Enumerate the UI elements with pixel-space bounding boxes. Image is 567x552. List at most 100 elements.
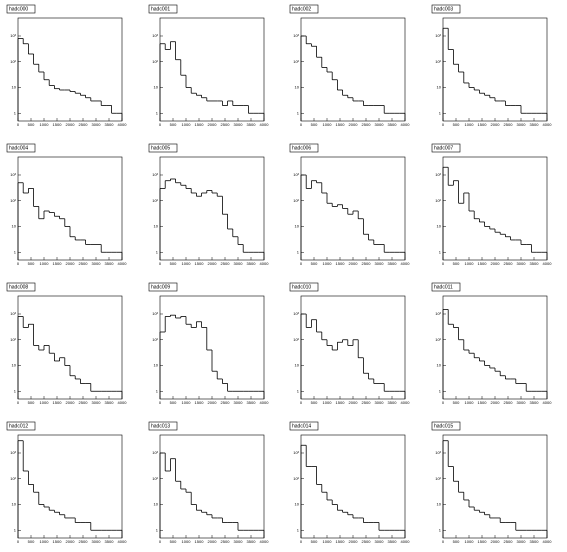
title-box bbox=[148, 421, 178, 431]
panel-title: hadc006 bbox=[292, 145, 311, 151]
y-tick-label: 10 bbox=[154, 224, 159, 229]
y-tick-label: 10 bbox=[295, 502, 300, 507]
y-tick-label: 10 bbox=[12, 85, 17, 90]
x-tick-label: 1500 bbox=[478, 400, 488, 405]
x-tick-label: 1500 bbox=[53, 400, 63, 405]
x-tick-label: 4000 bbox=[118, 539, 128, 544]
x-tick-label: 4000 bbox=[260, 261, 270, 266]
title-box bbox=[148, 282, 178, 292]
x-tick-label: 2500 bbox=[504, 539, 514, 544]
x-tick-label: 4000 bbox=[401, 539, 411, 544]
panel-title: hadc011 bbox=[434, 284, 453, 290]
y-tick-label: 1 bbox=[156, 249, 159, 254]
x-tick-label: 4000 bbox=[260, 539, 270, 544]
x-tick-label: 3500 bbox=[105, 400, 115, 405]
y-tick-label: 1 bbox=[14, 388, 17, 393]
x-tick-label: 3000 bbox=[517, 261, 527, 266]
x-tick-label: 3000 bbox=[375, 122, 385, 127]
x-tick-label: 1500 bbox=[53, 122, 63, 127]
x-tick-label: 500 bbox=[28, 122, 35, 127]
y-tick-label: 1 bbox=[14, 110, 17, 115]
plot-frame bbox=[442, 295, 548, 400]
x-tick-label: 2000 bbox=[349, 400, 359, 405]
x-tick-label: 2000 bbox=[491, 122, 501, 127]
x-tick-label: 0 bbox=[17, 400, 20, 405]
x-tick-label: 1000 bbox=[182, 400, 192, 405]
x-tick-label: 2000 bbox=[349, 122, 359, 127]
x-tick-label: 0 bbox=[300, 122, 303, 127]
y-tick-label: 1 bbox=[156, 110, 159, 115]
x-tick-label: 2000 bbox=[491, 539, 501, 544]
x-tick-label: 3000 bbox=[234, 122, 244, 127]
x-tick-label: 1500 bbox=[195, 539, 205, 544]
x-tick-label: 500 bbox=[170, 122, 177, 127]
x-tick-label: 1500 bbox=[53, 261, 63, 266]
x-tick-label: 0 bbox=[442, 539, 445, 544]
x-tick-label: 3000 bbox=[375, 400, 385, 405]
x-tick-label: 1500 bbox=[478, 261, 488, 266]
y-tick-label: 10³ bbox=[152, 311, 158, 316]
y-tick-label: 10² bbox=[10, 59, 16, 64]
y-tick-label: 10² bbox=[152, 337, 158, 342]
x-tick-label: 3500 bbox=[105, 261, 115, 266]
x-tick-label: 0 bbox=[442, 261, 445, 266]
y-tick-label: 10² bbox=[293, 198, 299, 203]
x-tick-label: 0 bbox=[159, 122, 162, 127]
y-tick-label: 10 bbox=[295, 363, 300, 368]
x-tick-label: 3000 bbox=[375, 261, 385, 266]
y-tick-label: 10³ bbox=[293, 311, 299, 316]
y-tick-label: 10² bbox=[152, 476, 158, 481]
y-tick-label: 1 bbox=[156, 527, 159, 532]
x-tick-label: 4000 bbox=[401, 122, 411, 127]
y-tick-label: 10³ bbox=[435, 311, 441, 316]
x-tick-label: 2000 bbox=[349, 539, 359, 544]
x-tick-label: 0 bbox=[300, 539, 303, 544]
x-tick-label: 1000 bbox=[465, 261, 475, 266]
x-tick-label: 0 bbox=[17, 261, 20, 266]
x-tick-label: 2500 bbox=[504, 400, 514, 405]
y-tick-label: 10³ bbox=[152, 33, 158, 38]
x-tick-label: 3000 bbox=[92, 122, 102, 127]
y-tick-label: 10 bbox=[12, 363, 17, 368]
y-tick-label: 10² bbox=[435, 59, 441, 64]
x-tick-label: 3000 bbox=[517, 122, 527, 127]
x-tick-label: 3000 bbox=[234, 539, 244, 544]
y-tick-label: 1 bbox=[439, 110, 442, 115]
y-tick-label: 10 bbox=[295, 224, 300, 229]
panel-title: hadc010 bbox=[292, 284, 311, 290]
x-tick-label: 1500 bbox=[336, 122, 346, 127]
x-tick-label: 3500 bbox=[388, 539, 398, 544]
plot-frame bbox=[17, 156, 123, 261]
panel-title: hadc000 bbox=[9, 6, 28, 12]
panel-title: hadc004 bbox=[9, 145, 28, 151]
x-tick-label: 2500 bbox=[362, 539, 372, 544]
x-tick-label: 2000 bbox=[349, 261, 359, 266]
x-tick-label: 1000 bbox=[40, 122, 50, 127]
y-tick-label: 10 bbox=[154, 363, 159, 368]
x-tick-label: 3500 bbox=[530, 261, 540, 266]
panel-title: hadc003 bbox=[434, 6, 453, 12]
x-tick-label: 500 bbox=[311, 122, 318, 127]
x-tick-label: 2000 bbox=[66, 261, 76, 266]
y-tick-label: 10³ bbox=[435, 450, 441, 455]
x-tick-label: 500 bbox=[28, 400, 35, 405]
x-tick-label: 3000 bbox=[517, 400, 527, 405]
x-tick-label: 0 bbox=[17, 539, 20, 544]
panel-title: hadc002 bbox=[292, 6, 311, 12]
x-tick-label: 4000 bbox=[118, 261, 128, 266]
panel-title: hadc012 bbox=[9, 423, 28, 429]
x-tick-label: 0 bbox=[300, 261, 303, 266]
x-tick-label: 0 bbox=[300, 400, 303, 405]
y-tick-label: 10² bbox=[435, 476, 441, 481]
x-tick-label: 2000 bbox=[491, 261, 501, 266]
y-tick-label: 10 bbox=[437, 363, 442, 368]
x-tick-label: 1500 bbox=[336, 539, 346, 544]
x-tick-label: 1000 bbox=[323, 122, 333, 127]
x-tick-label: 1500 bbox=[195, 261, 205, 266]
x-tick-label: 4000 bbox=[401, 400, 411, 405]
x-tick-label: 2500 bbox=[79, 539, 89, 544]
x-tick-label: 4000 bbox=[401, 261, 411, 266]
x-tick-label: 500 bbox=[311, 539, 318, 544]
x-tick-label: 1000 bbox=[323, 400, 333, 405]
